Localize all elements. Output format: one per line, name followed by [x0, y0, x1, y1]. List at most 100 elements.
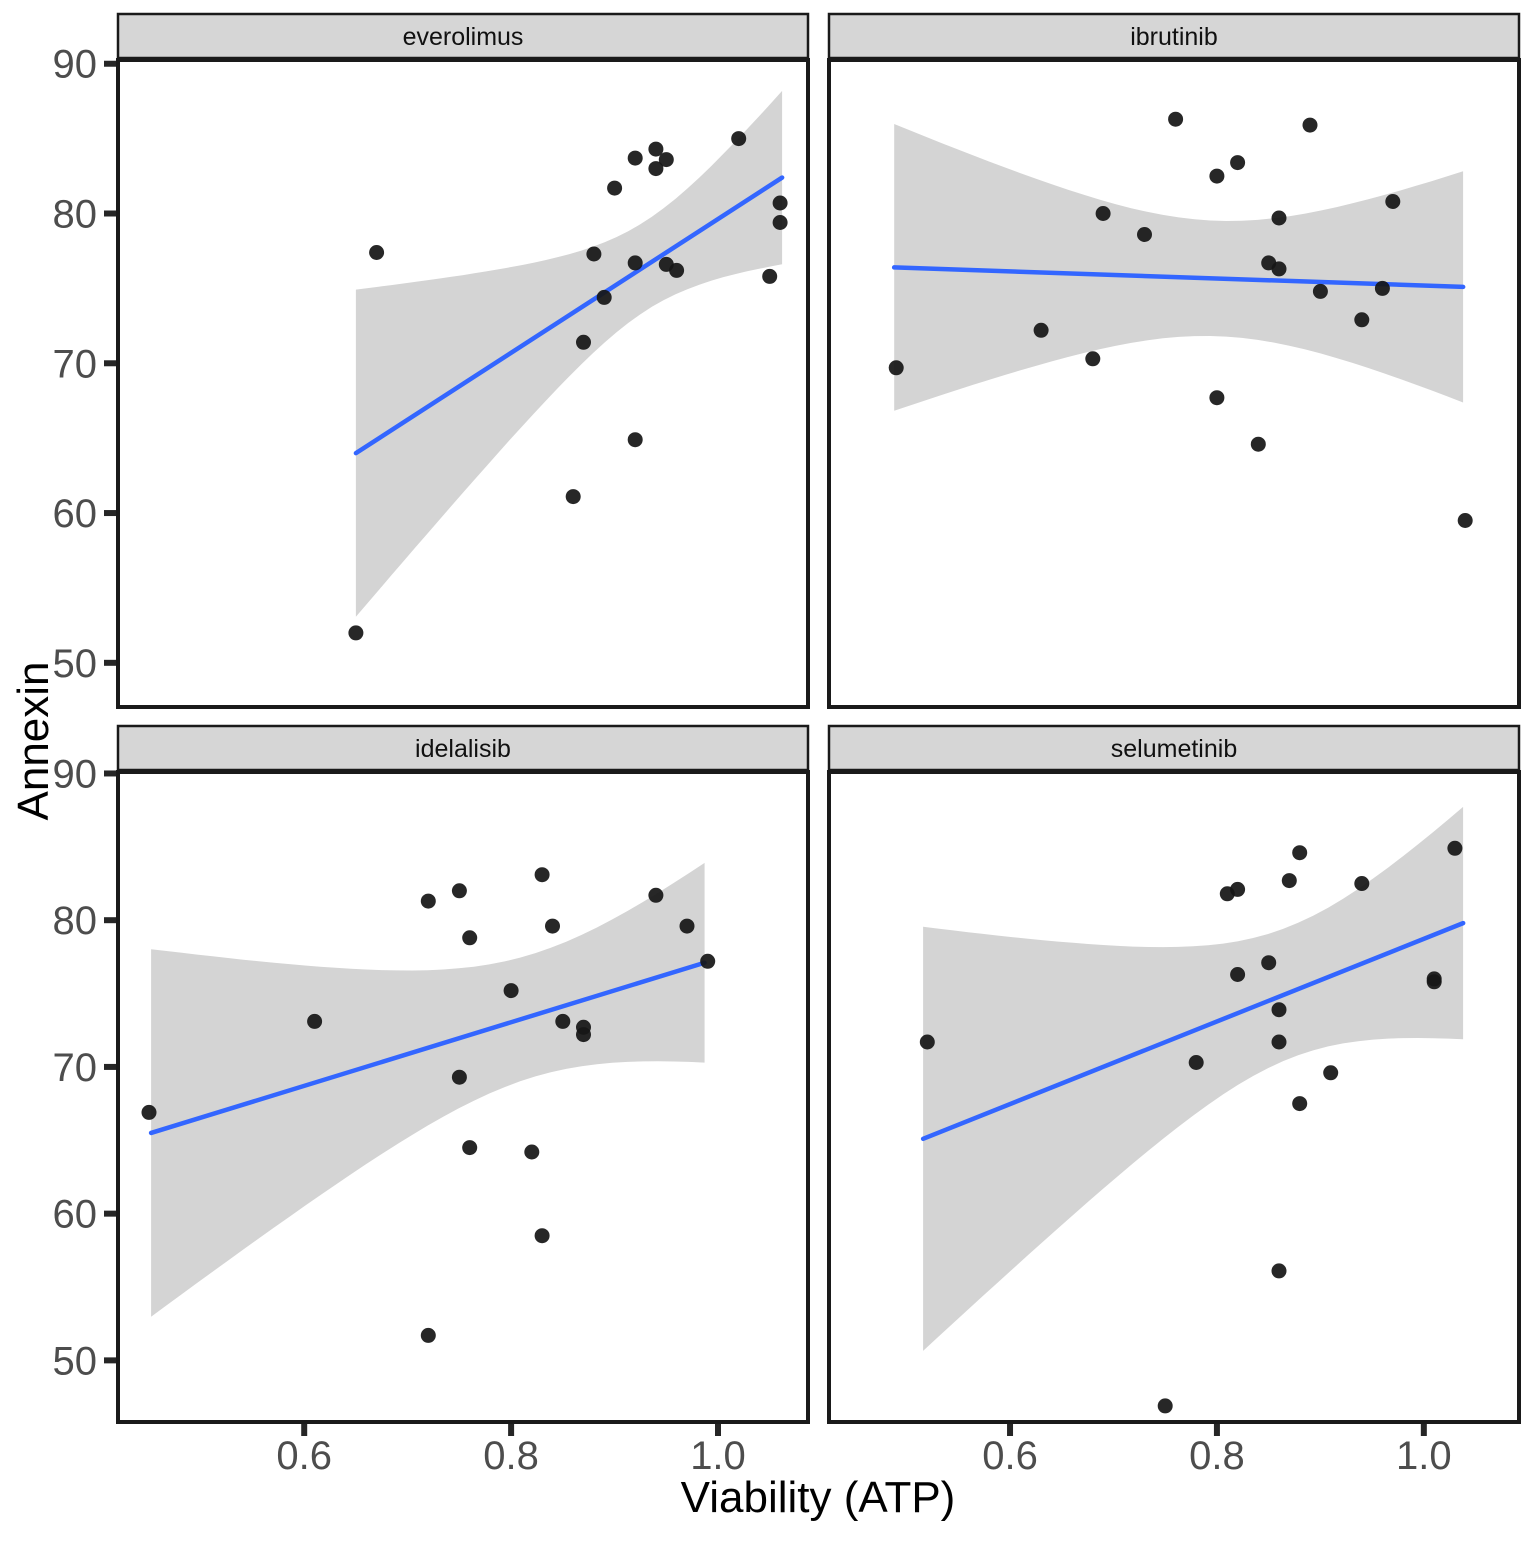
data-point: [669, 262, 685, 278]
x-tick-label: 0.8: [483, 1434, 539, 1478]
data-point: [1230, 881, 1246, 897]
x-tick-label: 1.0: [690, 1434, 746, 1478]
data-point: [627, 255, 643, 271]
data-point: [462, 930, 478, 946]
data-point: [451, 883, 467, 899]
x-tick-label: 0.6: [276, 1434, 332, 1478]
panel-ibrutinib: ibrutinib: [827, 12, 1521, 709]
data-point: [1230, 155, 1246, 171]
data-point: [369, 245, 385, 260]
facet-panels: everolimus 90 80 70 60 50 ibrutinib idelalisib 0…: [53, 12, 1521, 1478]
panel-border: [116, 58, 810, 709]
data-point: [1354, 312, 1370, 328]
panel-border: [827, 58, 1521, 709]
facet-strip: [116, 12, 810, 60]
data-point: [1209, 168, 1225, 184]
data-point: [420, 1327, 436, 1343]
facet-strip: [116, 724, 810, 772]
data-point: [1292, 845, 1308, 861]
data-point: [1281, 873, 1297, 889]
data-point: [607, 180, 623, 196]
y-tick-label: 90: [53, 752, 98, 796]
y-tick-label: 60: [53, 1193, 98, 1237]
panel-border: [827, 770, 1521, 1424]
data-point: [648, 141, 664, 157]
x-tick-label: 1.0: [1396, 1434, 1452, 1478]
data-point: [348, 625, 364, 641]
y-tick-label: 90: [53, 43, 98, 87]
data-point: [545, 918, 560, 934]
facet-strip-label: idelalisib: [415, 735, 511, 763]
y-tick-label: 70: [53, 1046, 98, 1090]
data-point: [1209, 390, 1225, 406]
data-point: [1250, 436, 1266, 452]
data-point: [1157, 1398, 1173, 1414]
data-point: [1323, 1065, 1339, 1081]
trend-line: [891, 265, 1466, 290]
x-tick-label: 0.6: [982, 1434, 1038, 1478]
data-point: [648, 887, 664, 903]
confidence-band: [923, 806, 1464, 1351]
data-point: [1085, 351, 1101, 367]
y-tick-label: 80: [53, 899, 98, 943]
data-point: [462, 1140, 478, 1156]
data-point: [420, 893, 436, 909]
data-point: [762, 268, 778, 284]
data-point: [576, 334, 591, 350]
data-point: [731, 131, 747, 147]
data-point: [534, 867, 550, 883]
data-point: [1312, 283, 1328, 299]
trend-line: [353, 175, 785, 456]
data-point: [888, 360, 904, 376]
data-point: [1292, 1096, 1308, 1112]
data-point: [1354, 876, 1370, 891]
data-point: [596, 289, 612, 305]
x-tick-label: 0.8: [1189, 1434, 1245, 1478]
data-point: [1271, 1263, 1287, 1279]
data-point: [1271, 1034, 1287, 1050]
facet-strip-label: selumetinib: [1111, 735, 1237, 763]
data-point: [307, 1013, 323, 1029]
x-axis-title: Viability (ATP): [681, 1473, 956, 1522]
facet-strip: [827, 724, 1521, 772]
data-point: [1230, 967, 1246, 982]
data-point: [1302, 117, 1318, 133]
panel-idelalisib: idelalisib 0.6 0.8 1.0 90 80 70 60 50: [53, 724, 810, 1478]
data-point: [1137, 227, 1152, 242]
data-point: [627, 432, 643, 448]
data-point: [586, 246, 602, 262]
confidence-band: [151, 862, 705, 1317]
data-point: [451, 1069, 467, 1085]
data-point: [772, 195, 788, 211]
y-tick-label: 60: [53, 492, 98, 536]
data-point: [772, 215, 788, 230]
data-point: [141, 1104, 157, 1120]
data-point: [565, 489, 581, 505]
data-point: [1271, 1002, 1287, 1018]
panel-selumetinib: selumetinib 0.6 0.8 1.0: [827, 724, 1521, 1478]
data-point: [1374, 280, 1390, 296]
data-point: [919, 1034, 935, 1050]
data-point: [679, 918, 695, 934]
confidence-band: [894, 124, 1464, 411]
confidence-band: [355, 90, 783, 617]
data-point: [627, 150, 643, 166]
data-point: [648, 161, 664, 177]
data-point: [1457, 513, 1473, 528]
data-point: [1188, 1055, 1204, 1070]
data-point: [658, 152, 674, 168]
facet-strip-label: everolimus: [403, 23, 524, 51]
data-point: [1426, 971, 1442, 987]
data-point: [1168, 111, 1184, 127]
trend-line: [920, 920, 1466, 1142]
y-tick-label: 70: [53, 342, 98, 386]
y-tick-label: 50: [53, 1339, 98, 1383]
data-point: [503, 983, 519, 999]
data-point: [1095, 206, 1111, 221]
data-point: [1271, 210, 1287, 226]
data-point: [1385, 194, 1401, 209]
data-point: [1033, 322, 1049, 338]
data-point: [700, 953, 716, 969]
data-point: [524, 1144, 540, 1160]
